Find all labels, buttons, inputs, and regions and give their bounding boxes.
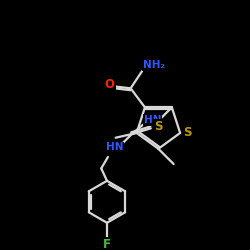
Text: S: S <box>154 120 163 133</box>
Text: O: O <box>105 78 115 91</box>
Text: HN: HN <box>106 142 123 152</box>
Text: NH₂: NH₂ <box>142 60 165 70</box>
Text: S: S <box>184 126 192 138</box>
Text: F: F <box>103 238 111 250</box>
Text: HN: HN <box>144 115 162 125</box>
